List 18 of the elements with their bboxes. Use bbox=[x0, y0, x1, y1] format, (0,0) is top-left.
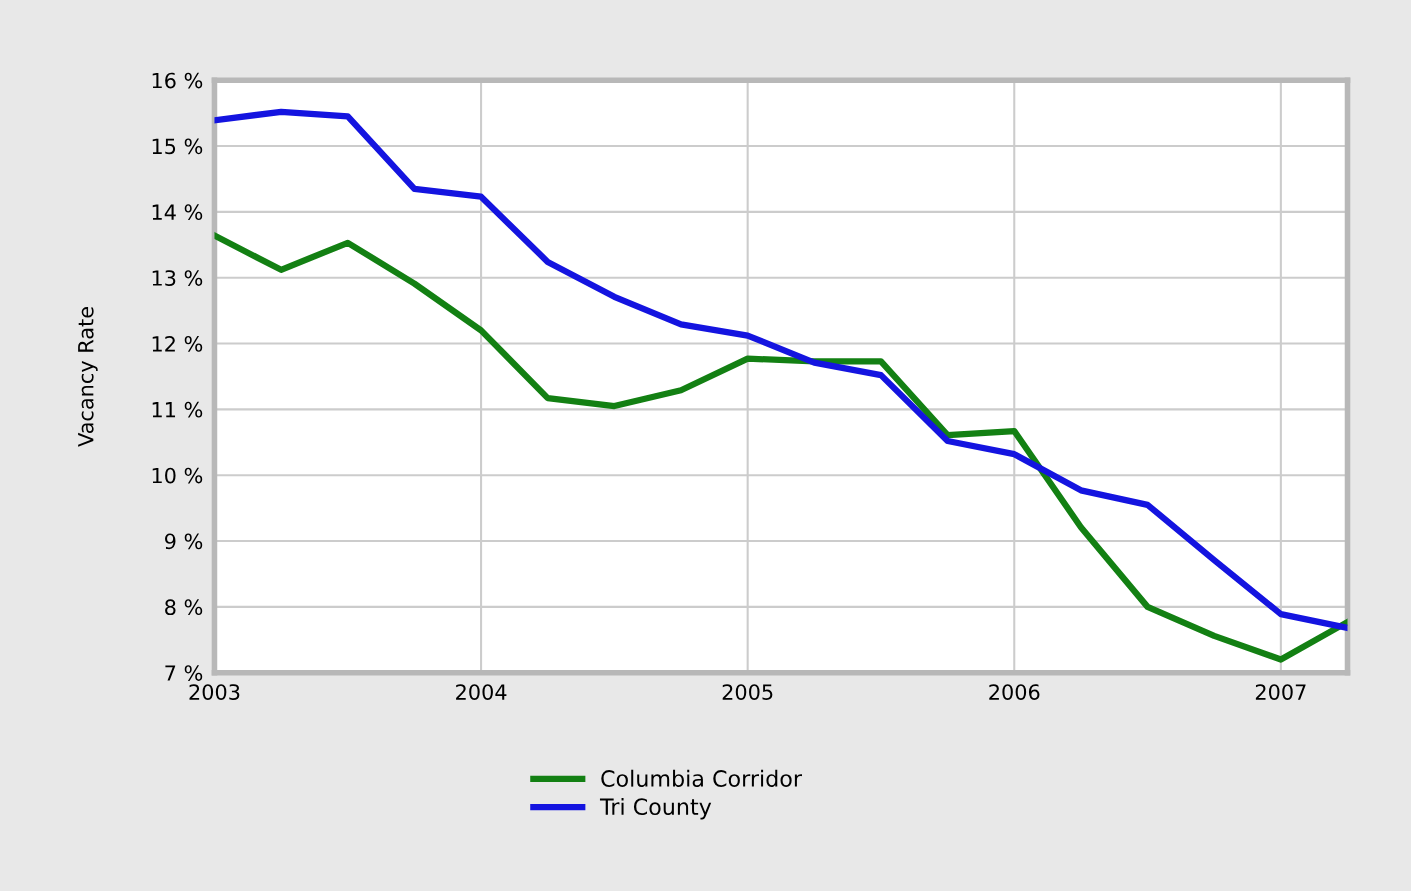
legend-label: Tri County bbox=[599, 797, 712, 820]
y-tick-label: 12 % bbox=[152, 335, 203, 352]
y-tick-label: 14 % bbox=[152, 204, 203, 221]
y-tick-label: 15 % bbox=[152, 138, 203, 155]
x-tick-label: 2004 bbox=[456, 684, 507, 700]
x-tick-label: 2005 bbox=[722, 684, 773, 700]
y-tick-label: 7 % bbox=[165, 665, 203, 681]
legend-label: Columbia Corridor bbox=[601, 769, 803, 787]
x-tick-label: 2003 bbox=[189, 684, 240, 700]
y-tick-label: 10 % bbox=[152, 467, 203, 484]
y-tick-label: 8 % bbox=[165, 599, 203, 616]
x-tick-label: 2006 bbox=[989, 684, 1040, 700]
y-tick-label: 11 % bbox=[152, 401, 203, 418]
x-tick-label: 2007 bbox=[1255, 684, 1306, 700]
y-tick-label: 16 % bbox=[152, 72, 203, 89]
y-tick-label: 9 % bbox=[165, 533, 203, 550]
y-axis-title: Vacancy Rate bbox=[78, 307, 98, 447]
y-tick-label: 13 % bbox=[152, 270, 203, 286]
